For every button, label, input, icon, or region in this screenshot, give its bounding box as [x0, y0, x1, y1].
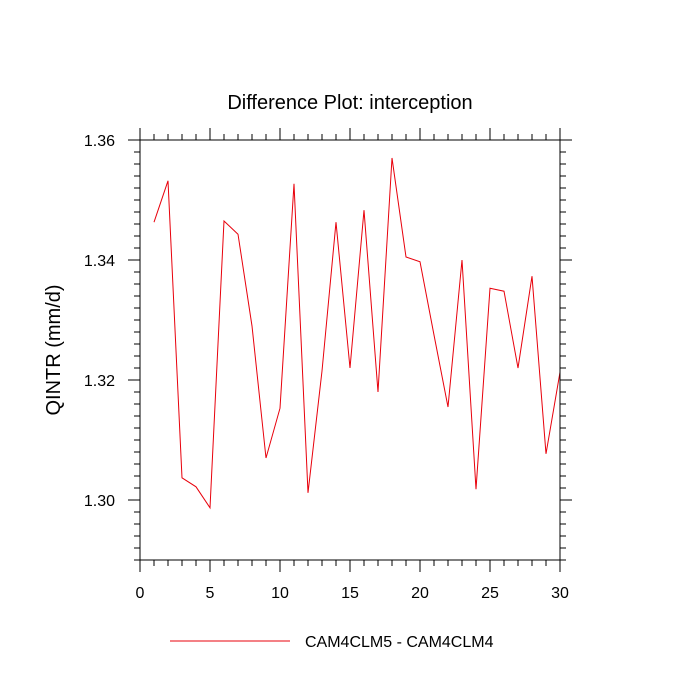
- x-tick-label: 30: [551, 585, 569, 602]
- series-line: [153, 157, 561, 510]
- y-tick-label: 1.36: [84, 133, 115, 150]
- y-tick-label: 1.32: [84, 373, 115, 390]
- chart-title: Difference Plot: interception: [227, 92, 472, 114]
- x-tick-label: 20: [411, 585, 429, 602]
- plot-frame: [139, 139, 561, 561]
- x-tick-label: 10: [271, 585, 289, 602]
- y-axis-label: QINTR (mm/d): [43, 284, 65, 415]
- axis-ticks: [128, 128, 572, 572]
- x-tick-label: 5: [206, 585, 215, 602]
- x-tick-label: 15: [341, 585, 359, 602]
- legend: CAM4CLM5 - CAM4CLM4: [170, 634, 494, 651]
- legend-label: CAM4CLM5 - CAM4CLM4: [305, 634, 494, 651]
- x-tick-label: 0: [136, 585, 145, 602]
- y-tick-label: 1.34: [84, 253, 115, 270]
- x-tick-label: 25: [481, 585, 499, 602]
- tick-labels: 0 5 10 15 20 25 30 1.30 1.32 1.34 1.36: [84, 133, 569, 602]
- y-tick-label: 1.30: [84, 493, 115, 510]
